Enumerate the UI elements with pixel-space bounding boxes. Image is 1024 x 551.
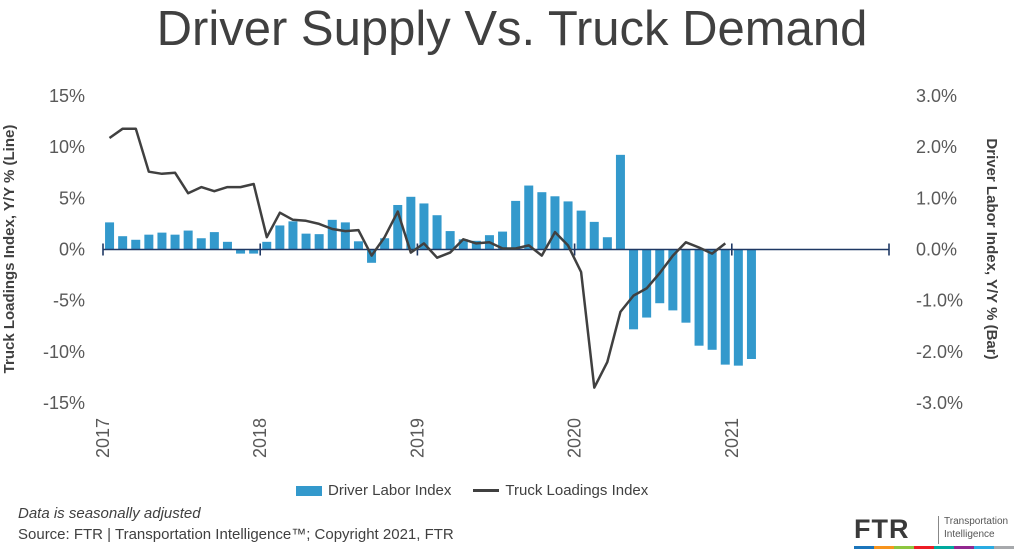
- bar-driver-labor: [498, 231, 508, 250]
- bar-driver-labor: [707, 249, 717, 350]
- bar-driver-labor: [615, 154, 625, 250]
- x-year-label: 2019: [407, 418, 427, 458]
- bar-driver-labor: [340, 222, 350, 250]
- bar-driver-labor: [196, 238, 206, 250]
- bar-driver-labor: [301, 233, 311, 250]
- bar-driver-labor: [314, 234, 324, 250]
- bar-driver-labor: [380, 238, 390, 250]
- x-year-label: 2021: [722, 418, 742, 458]
- x-year-label: 2017: [93, 418, 113, 458]
- bar-driver-labor: [249, 249, 259, 254]
- logo-strip-segment: [894, 546, 914, 549]
- right-tick-label: 0.0%: [916, 240, 957, 260]
- bar-driver-labor: [589, 221, 599, 250]
- bar-driver-labor: [131, 239, 141, 250]
- left-tick-label: 10%: [49, 137, 85, 157]
- bar-driver-labor: [393, 204, 403, 250]
- right-tick-label: 3.0%: [916, 86, 957, 106]
- x-year-label: 2018: [250, 418, 270, 458]
- right-tick-label: -2.0%: [916, 342, 963, 362]
- logo-strip-segment: [914, 546, 934, 549]
- bar-swatch-icon: [296, 485, 322, 496]
- bar-driver-labor: [262, 241, 272, 250]
- bar-driver-labor: [288, 221, 298, 250]
- bar-driver-labor: [458, 239, 468, 250]
- bar-driver-labor: [157, 232, 167, 250]
- left-tick-label: 0%: [59, 240, 85, 260]
- logo-strip-segment: [934, 546, 954, 549]
- bar-driver-labor: [471, 240, 481, 250]
- logo-strip-segment: [974, 546, 994, 549]
- line-swatch-icon: [473, 489, 500, 492]
- bar-driver-labor: [419, 203, 429, 250]
- bar-driver-labor: [432, 215, 442, 250]
- right-tick-label: -3.0%: [916, 393, 963, 413]
- bar-driver-labor: [353, 241, 363, 250]
- seasonal-adjustment-note: Data is seasonally adjusted: [18, 505, 201, 522]
- bar-driver-labor: [537, 192, 547, 250]
- bar-driver-labor: [327, 219, 337, 250]
- bar-driver-labor: [602, 237, 612, 250]
- logo-strip-segment: [874, 546, 894, 549]
- logo-strip-segment: [994, 546, 1014, 549]
- bar-driver-labor: [170, 234, 180, 250]
- bar-driver-labor: [563, 201, 573, 250]
- bar-driver-labor: [576, 210, 586, 250]
- legend-item-driver-labor[interactable]: Driver Labor Index: [296, 482, 451, 499]
- right-tick-label: -1.0%: [916, 291, 963, 311]
- bar-driver-labor: [209, 232, 219, 250]
- bar-driver-labor: [629, 249, 639, 330]
- bar-driver-labor: [236, 249, 246, 254]
- logo-tagline: Transportation Intelligence: [944, 515, 1008, 541]
- source-credit: Source: FTR | Transportation Intelligenc…: [18, 526, 454, 543]
- bar-driver-labor: [720, 249, 730, 365]
- bar-driver-labor: [668, 249, 678, 311]
- logo-tagline-line1: Transportation: [944, 516, 1009, 527]
- bar-driver-labor: [694, 249, 704, 346]
- legend: Driver Labor Index Truck Loadings Index: [296, 482, 670, 499]
- left-tick-label: -10%: [43, 342, 85, 362]
- logo-divider: [938, 516, 939, 544]
- bar-driver-labor: [144, 234, 154, 250]
- bar-driver-labor: [733, 249, 743, 366]
- left-tick-label: 5%: [59, 188, 85, 208]
- bar-driver-labor: [275, 225, 285, 250]
- legend-label-truck-loadings: Truck Loadings Index: [505, 482, 649, 499]
- logo-mark: FTR: [854, 514, 910, 544]
- bar-driver-labor: [183, 230, 193, 250]
- left-tick-label: -5%: [53, 291, 85, 311]
- bar-driver-labor: [681, 249, 691, 323]
- bar-driver-labor: [406, 196, 416, 250]
- bar-driver-labor: [746, 249, 756, 359]
- x-year-label: 2020: [565, 418, 585, 458]
- bar-driver-labor: [445, 231, 455, 250]
- bar-driver-labor: [550, 196, 560, 250]
- logo-tagline-line2: Intelligence: [944, 529, 995, 540]
- right-tick-label: 1.0%: [916, 188, 957, 208]
- ftr-logo: FTR Transportation Intelligence: [854, 514, 1014, 549]
- chart-title: Driver Supply Vs. Truck Demand: [156, 2, 868, 56]
- bar-driver-labor: [222, 241, 232, 250]
- bar-driver-labor: [655, 249, 665, 304]
- line-truck-loadings: [108, 127, 727, 389]
- left-tick-label: -15%: [43, 393, 85, 413]
- legend-item-truck-loadings[interactable]: Truck Loadings Index: [473, 482, 648, 499]
- right-tick-label: 2.0%: [916, 137, 957, 157]
- bar-driver-labor: [105, 222, 115, 250]
- bar-driver-labor: [118, 236, 128, 250]
- bar-driver-labor: [524, 185, 534, 250]
- logo-strip-segment: [954, 546, 974, 549]
- right-axis-title: Driver Labor Index, Y/Y % (Bar): [983, 138, 1000, 359]
- logo-strip-segment: [854, 546, 874, 549]
- logo-color-strip: [854, 546, 1014, 549]
- legend-label-driver-labor: Driver Labor Index: [328, 482, 452, 499]
- chart: 15% 10% 5% 0% -5% -10% -15% 3.0% 2.0% 1.0% 0.0% -1.…: [1, 86, 1000, 458]
- bar-driver-labor: [642, 249, 652, 318]
- left-axis-title: Truck Loadings Index, Y/Y % (Line): [1, 125, 18, 374]
- left-tick-label: 15%: [49, 86, 85, 106]
- bar-driver-labor: [511, 200, 521, 250]
